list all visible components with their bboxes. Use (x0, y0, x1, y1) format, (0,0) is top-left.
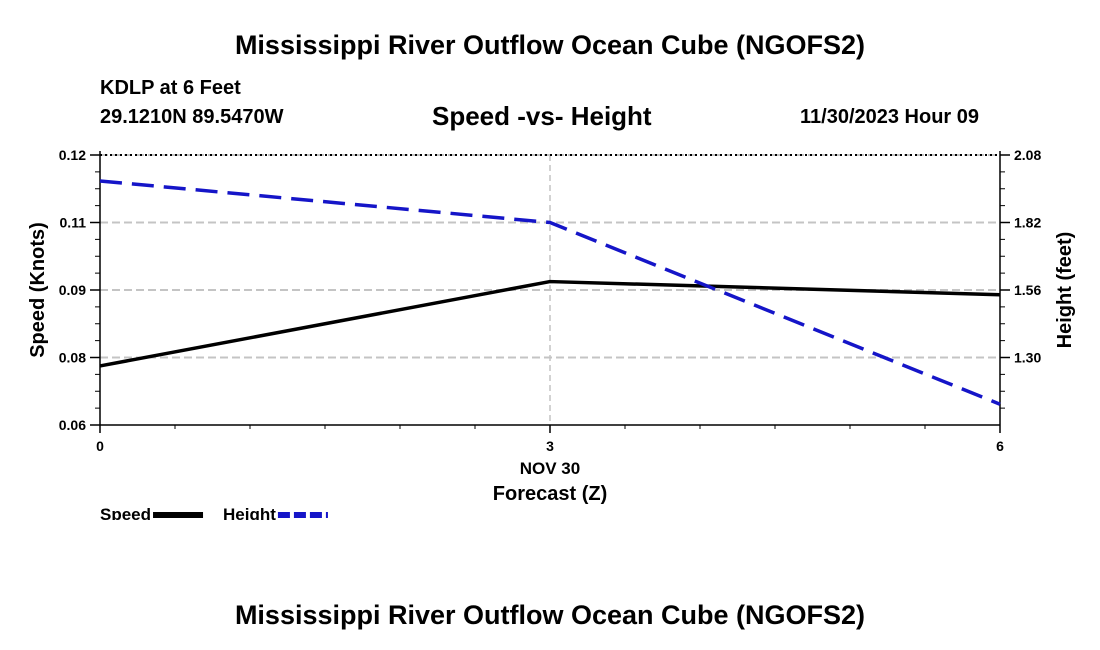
x-axis-label: Forecast (Z) (493, 483, 607, 505)
x-category-label: NOV 30 (520, 459, 580, 478)
speed-height-chart: 0.06 0.08 0.09 0.11 0.12 1.30 1.56 1.82 2.08 0 3 6 N… (27, 147, 1076, 520)
left-tick-label-4: 0.12 (59, 147, 86, 163)
left-tick-label-1: 0.08 (59, 350, 86, 366)
right-tick-label-1: 1.56 (1014, 282, 1041, 298)
legend: Speed Height (100, 505, 328, 520)
series-line-speed (99, 279, 1001, 368)
x-tick-label-1: 3 (546, 438, 554, 454)
legend-label-speed: Speed (100, 505, 151, 520)
series-line-height (99, 179, 1001, 406)
axis-labels: 0.06 0.08 0.09 0.11 0.12 1.30 1.56 1.82 2.08 0 3 6 N… (27, 147, 1076, 505)
station-coordinates: 29.1210N 89.5470W (100, 106, 284, 128)
station-label: KDLP at 6 Feet (100, 77, 241, 99)
axes (90, 151, 1010, 433)
main-title: Mississippi River Outflow Ocean Cube (NG… (234, 30, 866, 60)
legend-label-height: Height (223, 505, 276, 520)
left-axis-label: Speed (Knots) (27, 222, 49, 358)
right-tick-label-3: 2.08 (1014, 147, 1041, 163)
left-tick-label-2: 0.09 (59, 282, 86, 298)
footer-title: Mississippi River Outflow Ocean Cube (NG… (234, 600, 866, 630)
left-tick-label-0: 0.06 (59, 417, 86, 433)
series-lines (99, 179, 1001, 406)
x-tick-label-0: 0 (96, 438, 104, 454)
right-tick-label-2: 1.82 (1014, 215, 1041, 231)
right-axis-label: Height (feet) (1054, 232, 1076, 349)
x-tick-label-2: 6 (996, 438, 1004, 454)
left-tick-label-3: 0.11 (60, 215, 87, 231)
right-tick-label-0: 1.30 (1014, 350, 1041, 366)
forecast-datetime: 11/30/2023 Hour 09 (800, 106, 980, 128)
chart-subtitle: Speed -vs- Height (432, 101, 652, 131)
